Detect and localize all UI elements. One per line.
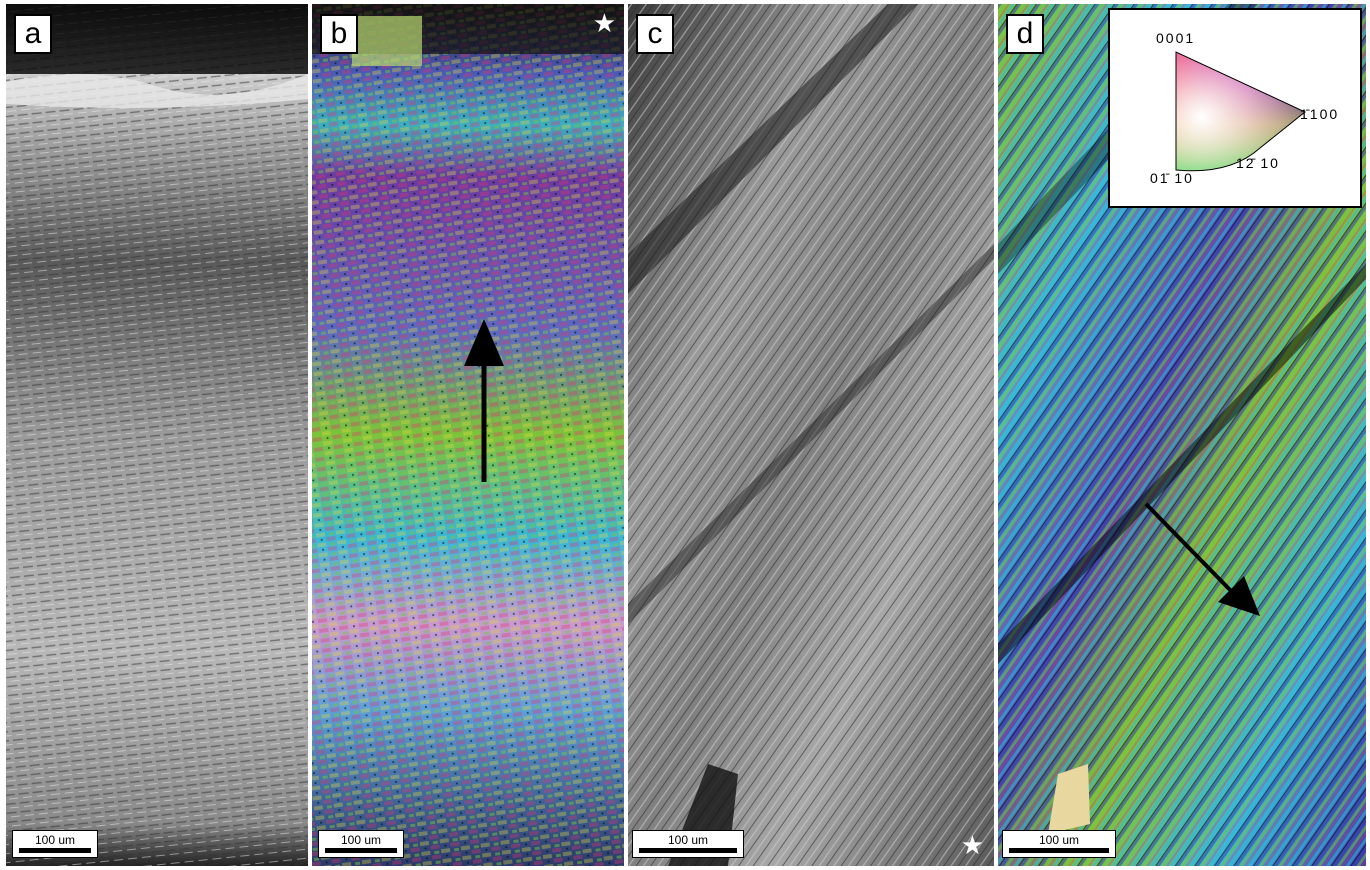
star-icon: ★ — [960, 830, 984, 860]
scale-bar-line — [639, 848, 737, 853]
ipf-color-key: 0001 1̄100 01̄ 10 12̄ 10 — [1108, 8, 1362, 208]
legend-pole-1-210: 12̄ 10 — [1236, 155, 1280, 171]
panel-d-ipf-map: d 100 um — [998, 4, 1366, 866]
panel-b-ipf-map: b ★ 100 um — [312, 4, 624, 866]
scale-bar-line — [1009, 848, 1109, 853]
panel-label: b — [320, 14, 358, 54]
scale-bar-line — [325, 848, 397, 853]
scale-bar: 100 um — [12, 830, 98, 858]
ipf-map-image — [312, 4, 624, 866]
legend-pole-0-110: 01̄ 10 — [1150, 170, 1194, 186]
scale-bar-text: 100 um — [34, 833, 76, 847]
scale-bar: 100 um — [318, 830, 404, 858]
scale-bar-line — [19, 848, 91, 853]
star-icon: ★ — [592, 8, 616, 38]
scale-bar-text: 100 um — [1038, 833, 1080, 847]
scale-bar-text: 100 um — [667, 833, 709, 847]
scale-bar: 100 um — [1002, 830, 1116, 858]
legend-pole-0001: 0001 — [1156, 30, 1196, 46]
panel-a-micrograph: a 100 um — [6, 4, 308, 866]
panel-label: d — [1006, 14, 1044, 54]
panel-label: a — [14, 14, 52, 54]
band-contrast-image — [6, 4, 308, 866]
direction-arrow — [464, 319, 504, 482]
panel-c-micrograph: c ★ 100 um — [628, 4, 994, 866]
panel-label: c — [636, 14, 674, 54]
scale-bar: 100 um — [632, 830, 744, 858]
direction-arrow — [1144, 502, 1260, 616]
ipf-triangle — [1175, 51, 1306, 172]
legend-pole-1-100: 1̄100 — [1300, 106, 1340, 122]
band-contrast-image — [628, 4, 994, 866]
scale-bar-text: 100 um — [340, 833, 382, 847]
